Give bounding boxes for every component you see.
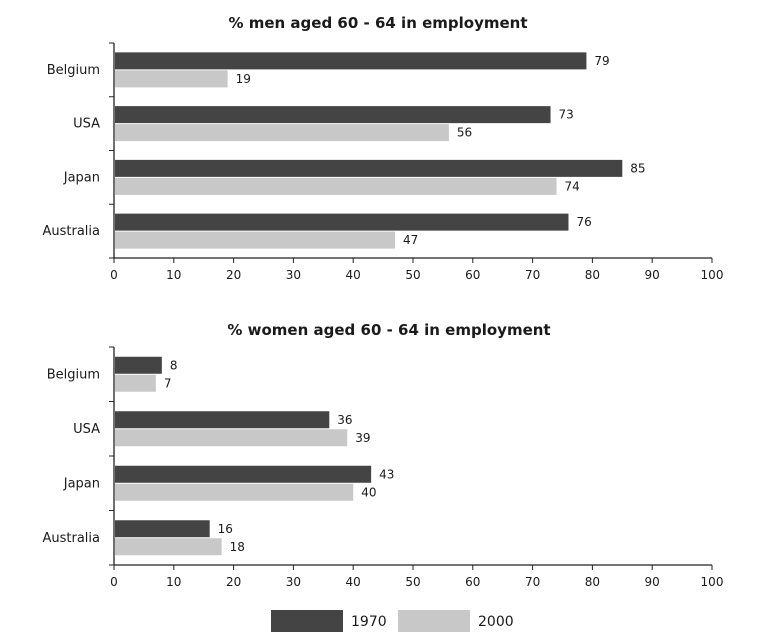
legend-swatch-1970 <box>271 610 343 632</box>
x-tick-label: 30 <box>286 575 301 589</box>
x-tick-label: 0 <box>110 268 118 282</box>
bar-2000 <box>115 124 449 142</box>
data-label: 18 <box>230 540 245 554</box>
bar-1970 <box>115 465 372 483</box>
legend-label-1970: 1970 <box>351 614 387 630</box>
x-tick-label: 20 <box>226 575 241 589</box>
x-tick-label: 100 <box>701 268 724 282</box>
bar-2000 <box>115 538 222 556</box>
data-label: 43 <box>379 467 394 481</box>
bar-1970 <box>115 213 569 231</box>
bar-1970 <box>115 159 623 177</box>
bar-1970 <box>115 52 587 70</box>
x-tick-label: 80 <box>585 268 600 282</box>
data-label: 36 <box>337 413 352 427</box>
men-employment-chart: % men aged 60 - 64 in employment 0 10 20 30… <box>42 14 723 282</box>
data-label: 7 <box>164 376 172 390</box>
x-tick-label: 40 <box>346 575 361 589</box>
category-label: Japan <box>63 476 100 491</box>
chart-title: % men aged 60 - 64 in employment <box>228 14 527 32</box>
category-label: Australia <box>42 531 100 546</box>
bar-2000 <box>115 374 156 392</box>
x-tick-label: 10 <box>166 268 181 282</box>
data-label: 47 <box>403 233 418 247</box>
category-label: Belgium <box>47 367 100 382</box>
category-label: USA <box>73 422 100 437</box>
x-tick-label: 50 <box>405 575 420 589</box>
category-label: Japan <box>63 170 100 185</box>
legend-swatch-2000 <box>398 610 470 632</box>
x-tick-label: 20 <box>226 268 241 282</box>
legend: 1970 2000 <box>271 610 514 632</box>
data-label: 40 <box>361 485 376 499</box>
data-label: 76 <box>576 215 591 229</box>
x-tick-label: 10 <box>166 575 181 589</box>
bar-2000 <box>115 429 348 447</box>
data-label: 85 <box>630 161 645 175</box>
category-label: Australia <box>42 224 100 239</box>
x-tick-label: 90 <box>645 575 660 589</box>
bar-1970 <box>115 106 551 124</box>
x-tick-label: 80 <box>585 575 600 589</box>
data-label: 16 <box>218 522 233 536</box>
legend-label-2000: 2000 <box>478 614 514 630</box>
x-tick-label: 60 <box>465 575 480 589</box>
bar-1970 <box>115 356 162 374</box>
bar-1970 <box>115 411 330 429</box>
bar-2000 <box>115 177 557 195</box>
bar-2000 <box>115 70 228 88</box>
x-tick-label: 90 <box>645 268 660 282</box>
x-tick-label: 50 <box>405 268 420 282</box>
chart-title: % women aged 60 - 64 in employment <box>227 321 550 339</box>
data-label: 79 <box>594 54 609 68</box>
data-label: 73 <box>559 108 574 122</box>
x-tick-label: 60 <box>465 268 480 282</box>
category-label: USA <box>73 117 100 132</box>
x-tick-label: 70 <box>525 575 540 589</box>
women-employment-chart: % women aged 60 - 64 in employment 0 10 20… <box>42 321 723 589</box>
data-label: 56 <box>457 126 472 140</box>
data-label: 19 <box>236 72 251 86</box>
data-label: 74 <box>565 179 580 193</box>
x-tick-label: 70 <box>525 268 540 282</box>
data-label: 39 <box>355 431 370 445</box>
x-tick-label: 100 <box>701 575 724 589</box>
data-label: 8 <box>170 358 178 372</box>
bar-2000 <box>115 483 354 501</box>
x-tick-label: 30 <box>286 268 301 282</box>
x-tick-label: 0 <box>110 575 118 589</box>
bar-1970 <box>115 520 210 538</box>
bar-2000 <box>115 231 396 249</box>
category-label: Belgium <box>47 63 100 78</box>
x-tick-label: 40 <box>346 268 361 282</box>
